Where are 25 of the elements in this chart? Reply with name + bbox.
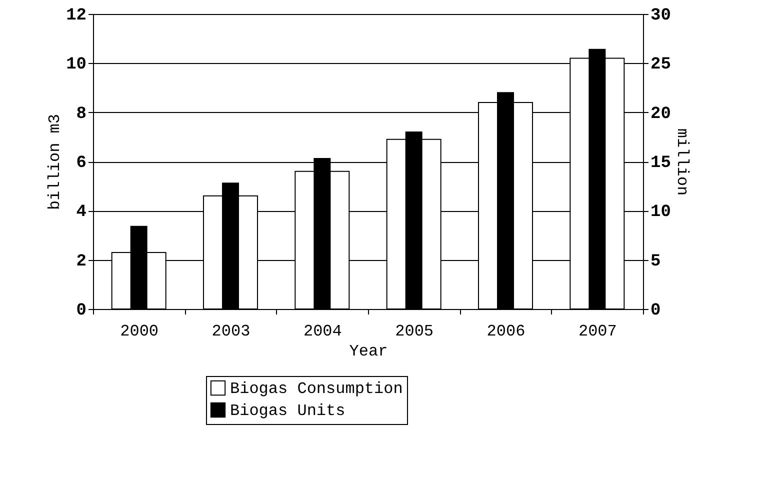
- y2-tick-label: 15: [650, 154, 671, 173]
- y2-tick-label: 25: [650, 56, 671, 75]
- y-tick-label: 8: [76, 104, 86, 124]
- y2-tick-label: 0: [650, 302, 661, 320]
- y2-tick-label: 5: [650, 252, 661, 272]
- y-tick-label: 10: [66, 56, 86, 75]
- y-tick-label: 2: [76, 252, 86, 272]
- y2-axis-title: million: [672, 128, 691, 196]
- x-tick-label: 2000: [120, 322, 159, 340]
- x-axis-title: Year: [349, 342, 388, 360]
- y-axis-title: billion m3: [46, 114, 64, 210]
- x-tick-label: 2004: [303, 322, 342, 340]
- y2-tick-label: 10: [650, 203, 671, 222]
- y-tick-label: 4: [76, 203, 86, 222]
- x-tick-label: 2003: [212, 322, 250, 340]
- x-tick-label: 2005: [395, 322, 434, 340]
- x-tick-label: 2006: [486, 322, 526, 340]
- y2-tick-label: 20: [650, 104, 671, 124]
- x-tick-label: 2007: [578, 322, 617, 340]
- y-tick-label: 12: [66, 6, 86, 26]
- y-tick-label: 0: [76, 302, 86, 320]
- y-tick-label: 6: [76, 154, 86, 173]
- legend-label: Biogas Units: [230, 402, 346, 420]
- y2-tick-label: 30: [650, 6, 671, 26]
- legend-label: Biogas Consumption: [230, 380, 403, 398]
